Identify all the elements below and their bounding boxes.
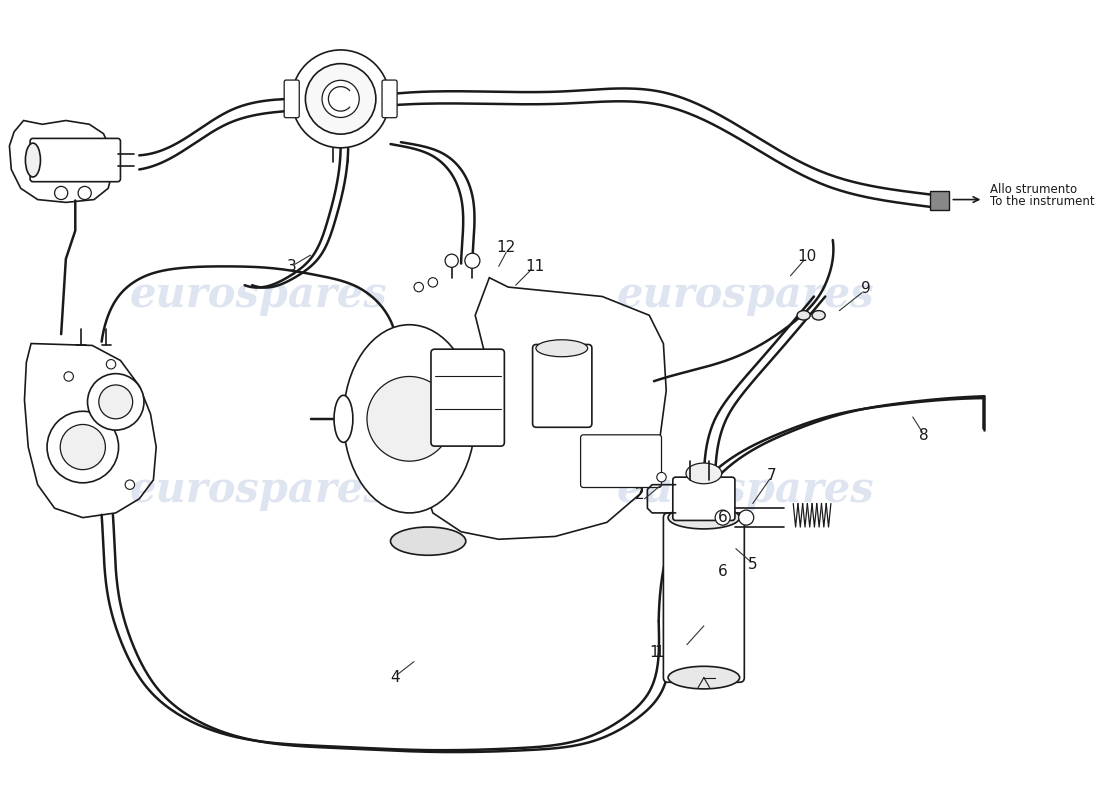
Circle shape [306,64,376,134]
Text: 10: 10 [798,250,817,265]
Text: eurospares: eurospares [616,274,875,316]
Circle shape [428,278,438,287]
Text: eurospares: eurospares [616,470,875,511]
FancyBboxPatch shape [431,349,505,446]
Text: Allo strumento: Allo strumento [990,183,1077,196]
Ellipse shape [343,325,475,513]
Circle shape [465,254,480,268]
Circle shape [88,374,144,430]
Circle shape [715,510,730,525]
Text: 6: 6 [718,564,727,578]
Circle shape [292,50,389,148]
Text: eurospares: eurospares [130,470,387,511]
Circle shape [739,510,754,525]
Circle shape [367,377,452,461]
Circle shape [657,473,667,482]
Circle shape [60,425,106,470]
Circle shape [55,186,68,199]
FancyBboxPatch shape [581,435,661,487]
Text: 7: 7 [767,468,777,482]
Text: 9: 9 [861,282,870,297]
Circle shape [107,359,116,369]
Circle shape [78,186,91,199]
Ellipse shape [798,310,811,320]
Ellipse shape [668,666,739,689]
FancyBboxPatch shape [284,80,299,118]
Text: 6: 6 [718,510,727,525]
Ellipse shape [390,527,465,555]
Ellipse shape [536,340,587,357]
Circle shape [99,385,133,419]
Circle shape [125,480,134,490]
Ellipse shape [668,506,739,529]
FancyBboxPatch shape [663,513,745,682]
FancyBboxPatch shape [673,477,735,521]
FancyBboxPatch shape [382,80,397,118]
Text: 12: 12 [496,240,516,255]
FancyBboxPatch shape [30,138,120,182]
Text: eurospares: eurospares [130,274,387,316]
Text: 1: 1 [649,645,659,660]
Ellipse shape [686,463,722,484]
Text: 1: 1 [653,645,663,660]
Circle shape [64,372,74,381]
Circle shape [446,254,459,267]
Circle shape [47,411,119,483]
Text: To the instrument: To the instrument [990,195,1094,208]
Text: 3: 3 [287,259,297,274]
FancyBboxPatch shape [930,191,948,210]
FancyBboxPatch shape [532,345,592,427]
Text: 4: 4 [390,670,400,685]
Ellipse shape [25,143,41,177]
Text: 8: 8 [920,428,928,443]
Circle shape [322,80,360,118]
Text: 2: 2 [635,486,645,502]
Ellipse shape [334,395,353,442]
Circle shape [414,282,424,292]
Text: 5: 5 [748,557,758,572]
Ellipse shape [812,310,825,320]
Text: 11: 11 [525,259,544,274]
